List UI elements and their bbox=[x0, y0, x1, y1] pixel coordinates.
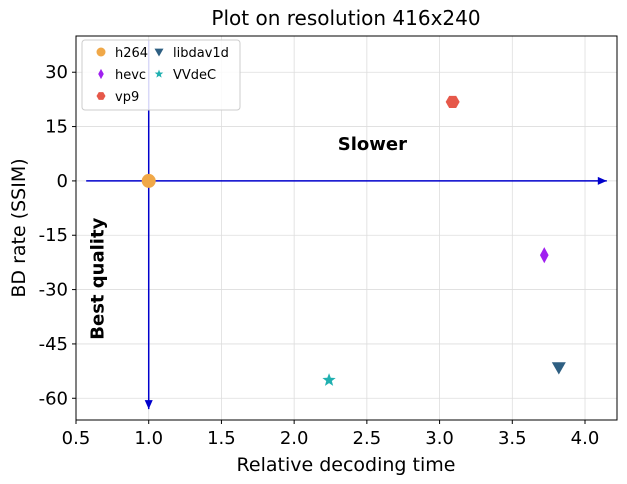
point-libdav1d bbox=[551, 362, 566, 375]
y-axis-label: BD rate (SSIM) bbox=[8, 158, 30, 297]
annotations: Slower Best quality bbox=[88, 134, 407, 340]
vertical-arrow-head bbox=[144, 400, 153, 410]
point-hevc bbox=[539, 247, 549, 264]
point-vp9 bbox=[445, 95, 460, 108]
point-VVdeC bbox=[322, 373, 336, 386]
legend-marker-hevc bbox=[98, 68, 104, 80]
y-axis-ticks: 30 15 0 -15 -30 -45 -60 bbox=[39, 62, 76, 409]
chart-title: Plot on resolution 416x240 bbox=[211, 6, 480, 30]
plot-frame bbox=[75, 35, 618, 421]
x-axis-label: Relative decoding time bbox=[237, 454, 456, 476]
y-tick-label: -30 bbox=[39, 280, 68, 301]
legend-marker-libdav1d bbox=[154, 48, 164, 57]
x-tick-label: 3.5 bbox=[498, 428, 527, 449]
x-tick-label: 2.5 bbox=[353, 428, 382, 449]
y-tick-label: 15 bbox=[45, 117, 68, 138]
legend-marker-h264 bbox=[96, 47, 106, 57]
legend-label-VVdeC: VVdeC bbox=[173, 68, 216, 83]
point-h264 bbox=[141, 173, 156, 188]
x-tick-label: 4.0 bbox=[571, 428, 600, 449]
x-tick-label: 1.5 bbox=[207, 428, 236, 449]
legend: h264 hevc vp9 libdav1d VVdeC bbox=[81, 39, 241, 111]
annotation-1: Best quality bbox=[88, 217, 109, 339]
y-tick-label: -45 bbox=[39, 334, 68, 355]
legend-label-libdav1d: libdav1d bbox=[173, 46, 229, 61]
data-points bbox=[141, 95, 566, 386]
x-tick-label: 1.0 bbox=[134, 428, 163, 449]
legend-label-hevc: hevc bbox=[115, 68, 146, 83]
legend-label-h264: h264 bbox=[115, 46, 148, 61]
y-tick-label: 0 bbox=[57, 171, 68, 192]
x-axis-ticks: 0.5 1.0 1.5 2.0 2.5 3.0 3.5 4.0 bbox=[62, 420, 600, 449]
y-tick-label: 30 bbox=[45, 62, 68, 83]
annotation-0: Slower bbox=[338, 134, 407, 155]
legend-label-vp9: vp9 bbox=[115, 90, 139, 105]
y-tick-label: -60 bbox=[39, 388, 68, 409]
x-tick-label: 2.0 bbox=[280, 428, 309, 449]
legend-marker-vp9 bbox=[96, 92, 106, 100]
x-tick-label: 0.5 bbox=[62, 428, 91, 449]
y-tick-label: -15 bbox=[39, 225, 68, 246]
legend-marker-VVdeC bbox=[154, 69, 164, 78]
legend-box bbox=[81, 39, 241, 111]
x-tick-label: 3.0 bbox=[425, 428, 454, 449]
horizontal-arrow-head bbox=[597, 176, 607, 185]
